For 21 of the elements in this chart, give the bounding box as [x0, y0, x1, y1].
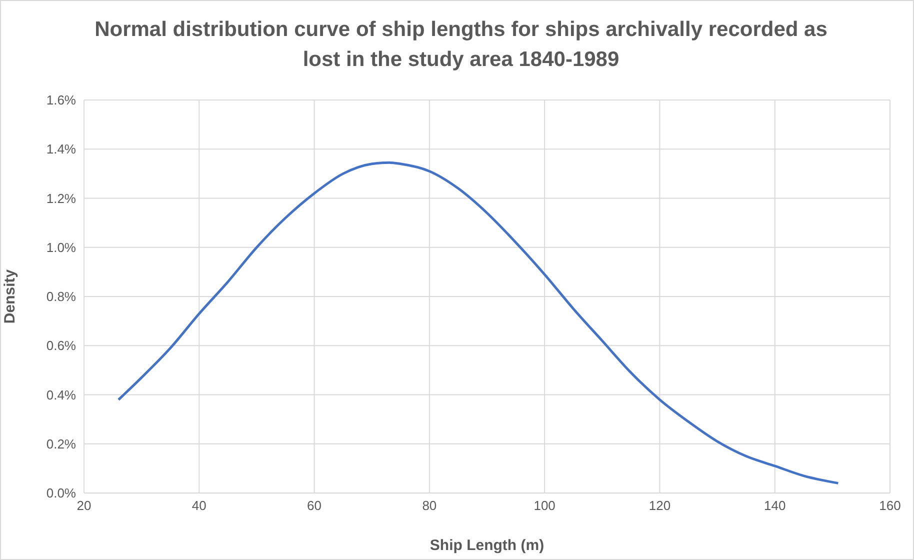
x-tick-label: 160 — [879, 498, 901, 514]
x-tick-label: 40 — [192, 498, 206, 514]
y-tick-label: 0.2% — [46, 436, 76, 452]
y-tick-label: 1.4% — [46, 142, 76, 157]
y-axis-title: Density — [1, 268, 18, 324]
x-axis-title: Ship Length (m) — [430, 537, 544, 554]
y-tick-label: 1.6% — [46, 92, 76, 108]
y-tick-label: 0.0% — [46, 486, 76, 501]
y-tick-label: 0.8% — [46, 289, 76, 304]
y-tick-label: 0.6% — [46, 338, 76, 354]
line-series — [117, 161, 840, 484]
chart-title: Normal distribution curve of ship lengths for ships archivally recorded as lost in the study area 1840-1989 — [94, 17, 828, 73]
x-tick-label: 100 — [534, 498, 556, 514]
y-tick-label: 1.2% — [46, 190, 76, 206]
x-tick-label: 120 — [648, 498, 671, 514]
x-tick-label: 60 — [307, 498, 322, 514]
y-tick-label: 1.0% — [46, 240, 76, 255]
x-tick-label: 80 — [422, 498, 437, 514]
x-tick-label: 20 — [76, 498, 92, 514]
y-tick-label: 0.4% — [46, 387, 76, 402]
x-tick-label: 140 — [764, 498, 786, 514]
